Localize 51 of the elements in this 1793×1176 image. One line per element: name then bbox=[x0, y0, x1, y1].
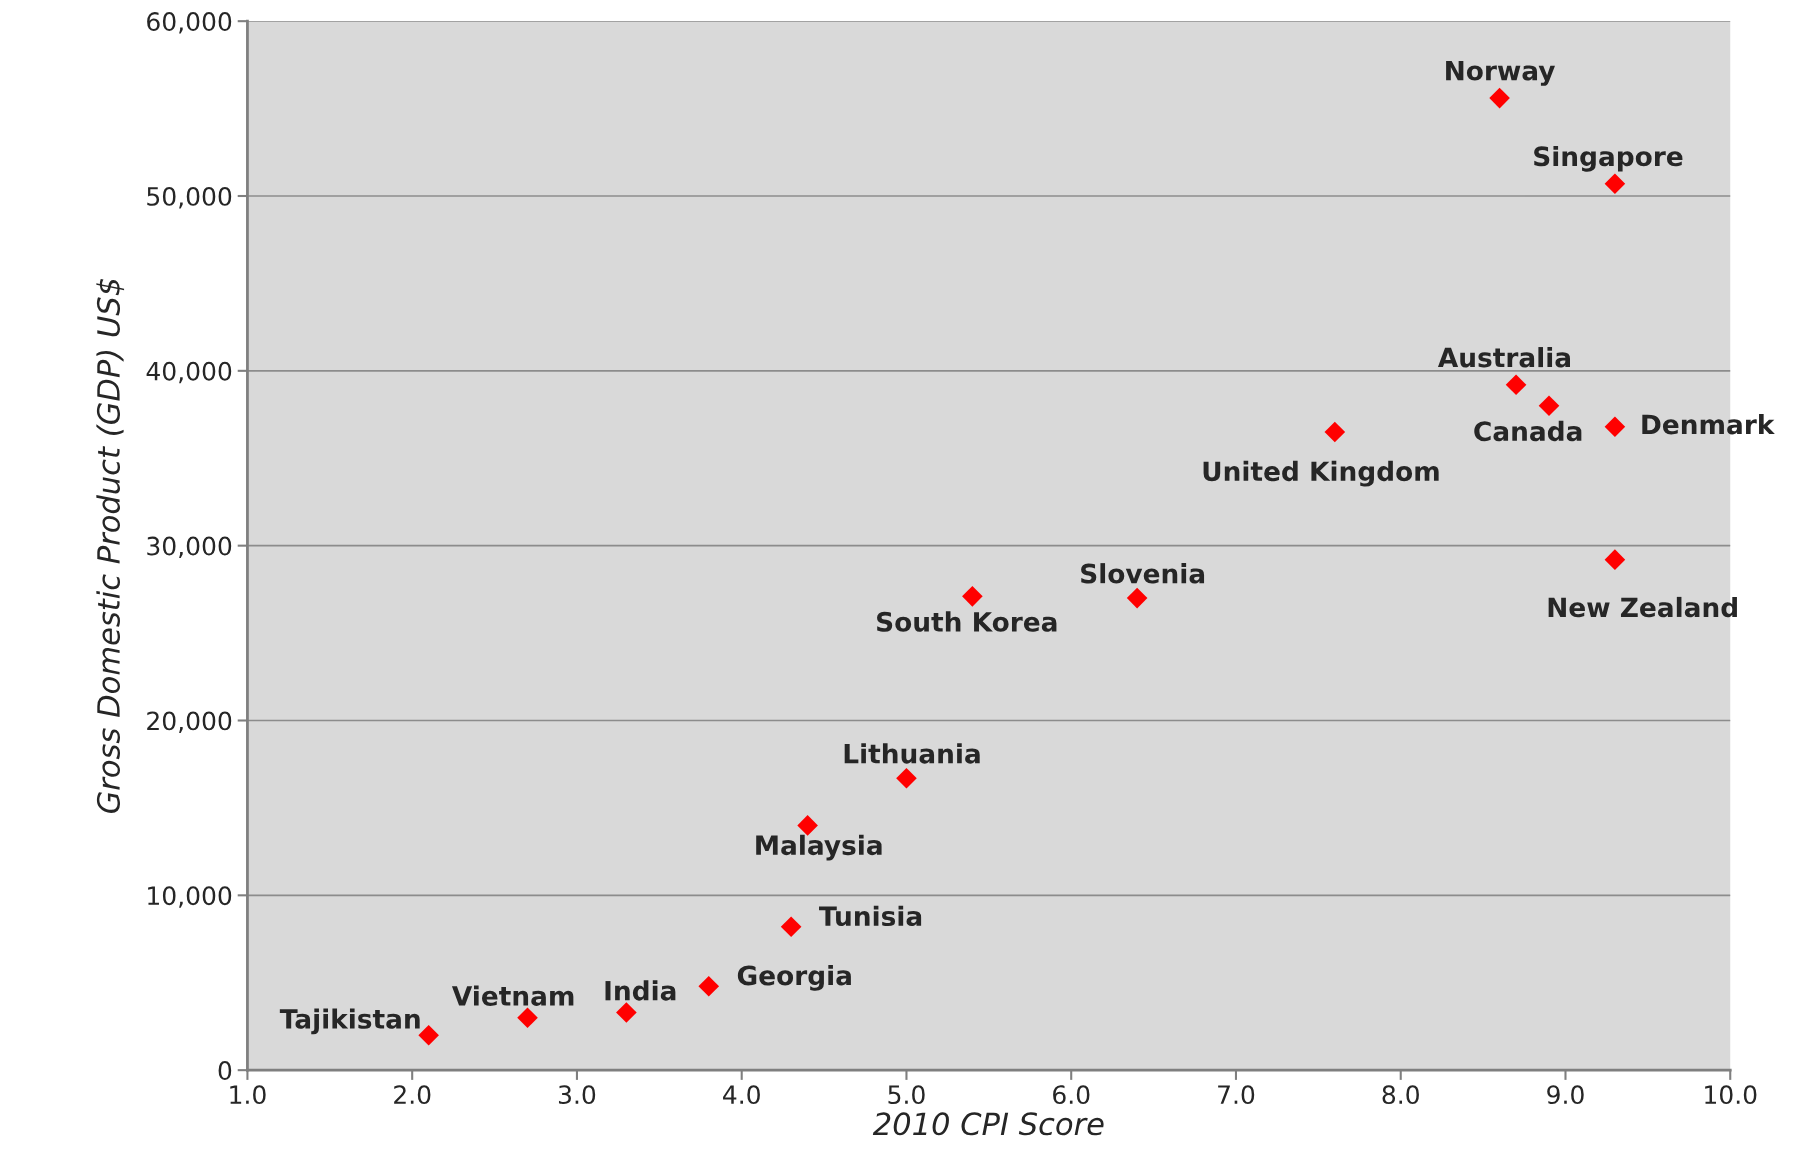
annotation: Georgia bbox=[737, 965, 851, 991]
point bbox=[1604, 549, 1626, 570]
point bbox=[418, 1024, 439, 1046]
y-tick-label: 10,000 bbox=[148, 886, 232, 908]
x-tick-label: 10.0 bbox=[1705, 1085, 1757, 1105]
point bbox=[1604, 416, 1626, 438]
annotation: Malaysia bbox=[756, 834, 882, 861]
annotation: Slovenia bbox=[1081, 563, 1205, 584]
x-tick-label: 9.0 bbox=[1547, 1085, 1584, 1105]
point bbox=[896, 767, 917, 789]
y-tick-label: 40,000 bbox=[146, 361, 232, 384]
x-tick-label: 7.0 bbox=[1218, 1085, 1255, 1105]
point bbox=[1538, 395, 1560, 417]
annotation: India bbox=[605, 980, 676, 1001]
annotation: Tunisia bbox=[819, 905, 922, 927]
point bbox=[517, 1007, 538, 1029]
annotation: United Kingdom bbox=[1203, 460, 1439, 487]
x-tick-label: 4.0 bbox=[723, 1085, 760, 1105]
annotation: Canada bbox=[1474, 420, 1582, 442]
point bbox=[1604, 173, 1626, 195]
point bbox=[1126, 587, 1148, 609]
annotation: Australia bbox=[1437, 347, 1570, 368]
y-tick-label: 0 bbox=[218, 1061, 232, 1081]
point bbox=[797, 815, 818, 836]
x-tick-label: 6.0 bbox=[1053, 1085, 1090, 1105]
x-tick-label: 5.0 bbox=[888, 1085, 925, 1105]
x-tick-label: 8.0 bbox=[1382, 1085, 1419, 1105]
x-axis-title: 2010 CPI Score bbox=[872, 1112, 1104, 1136]
y-tick-label: 30,000 bbox=[147, 536, 232, 559]
point bbox=[1324, 421, 1346, 443]
annotation: Denmark bbox=[1642, 414, 1775, 435]
point bbox=[616, 1002, 637, 1023]
x-tick-label: 3.0 bbox=[558, 1085, 596, 1105]
point bbox=[780, 916, 802, 938]
point bbox=[1489, 87, 1510, 109]
point bbox=[698, 975, 720, 997]
annotation: Norway bbox=[1446, 60, 1555, 86]
point bbox=[1505, 374, 1527, 396]
point bbox=[962, 586, 983, 607]
annotation: Singapore bbox=[1534, 145, 1683, 172]
annotation: Vietnam bbox=[451, 985, 574, 1006]
y-tick-label: 50,000 bbox=[147, 186, 232, 209]
y-tick-label: 20,000 bbox=[147, 711, 232, 733]
annotation: South Korea bbox=[877, 611, 1057, 632]
annotation: Tajikistan bbox=[279, 1008, 420, 1035]
y-axis-title: Gross Domestic Product (GDP) US$ bbox=[96, 278, 125, 814]
x-tick-label: 1.0 bbox=[230, 1085, 266, 1105]
y-tick-label: 60,000 bbox=[147, 12, 232, 34]
x-tick-label: 2.0 bbox=[394, 1085, 431, 1105]
annotation: Lithuania bbox=[844, 743, 980, 764]
annotation: New Zealand bbox=[1548, 596, 1737, 618]
